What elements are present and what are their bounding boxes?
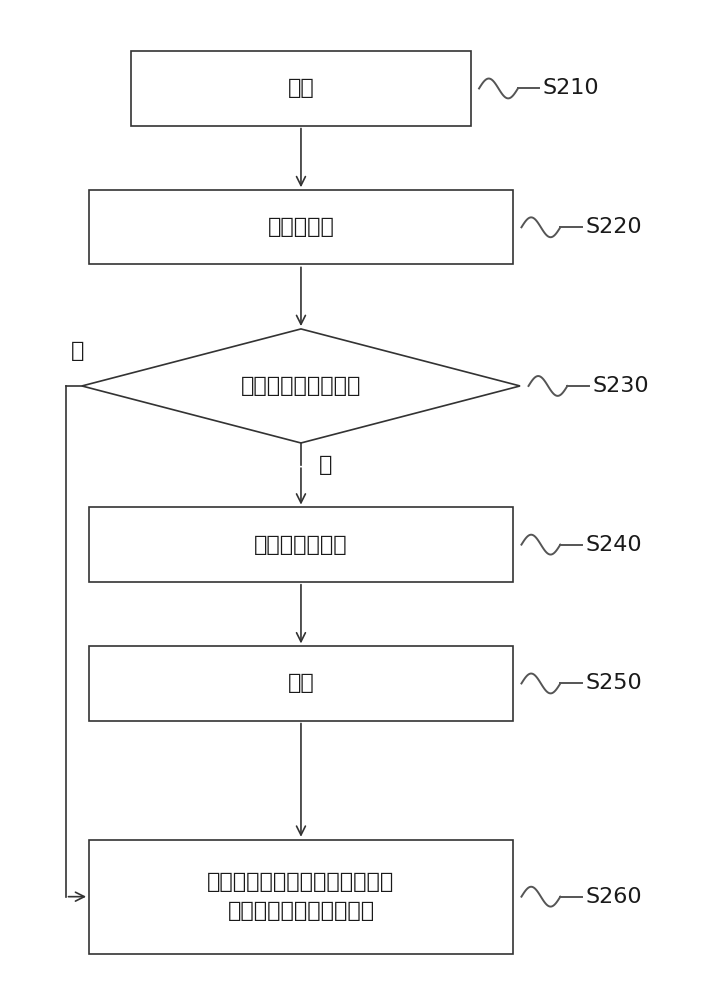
Text: 判断初始化是否成功: 判断初始化是否成功 (241, 376, 361, 396)
Text: 是: 是 (319, 455, 332, 475)
Text: S210: S210 (543, 78, 599, 98)
Polygon shape (82, 329, 520, 443)
Bar (89, 646, 513, 721)
Text: S250: S250 (585, 673, 642, 693)
Bar (132, 51, 470, 126)
Text: 开机: 开机 (287, 673, 315, 693)
Text: S220: S220 (585, 217, 641, 237)
Text: 盐疗设备出现异常，则进行图标
指示以及第二蜂鸣器提示: 盐疗设备出现异常，则进行图标 指示以及第二蜂鸣器提示 (207, 872, 395, 921)
Bar (89, 507, 513, 582)
Text: 第一蜂鸣器提示: 第一蜂鸣器提示 (254, 535, 347, 555)
Text: S240: S240 (585, 535, 641, 555)
Bar (89, 190, 513, 264)
Text: 程序初始化: 程序初始化 (267, 217, 335, 237)
Text: S260: S260 (585, 887, 641, 907)
Text: S230: S230 (592, 376, 649, 396)
Text: 开始: 开始 (287, 78, 315, 98)
Text: 否: 否 (72, 341, 84, 361)
Bar (89, 840, 513, 954)
